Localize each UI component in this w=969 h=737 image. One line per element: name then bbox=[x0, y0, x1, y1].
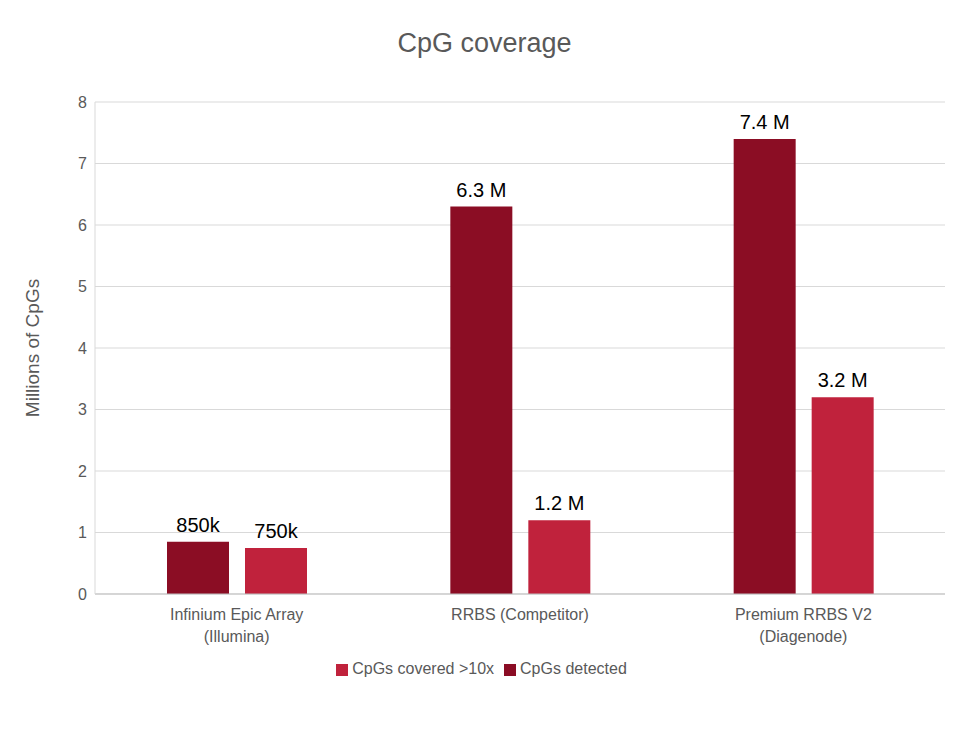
svg-text:1.2 M: 1.2 M bbox=[534, 492, 584, 514]
svg-text:7: 7 bbox=[78, 155, 87, 172]
svg-text:RRBS (Competitor): RRBS (Competitor) bbox=[451, 606, 589, 623]
html-text:CpG coverage: CpG coverage bbox=[397, 28, 572, 58]
svg-text:5: 5 bbox=[78, 278, 87, 295]
html-text:CpGs detected: CpGs detected bbox=[520, 660, 627, 677]
svg-text:6.3 M: 6.3 M bbox=[456, 179, 506, 201]
svg-text:Premium RRBS V2(Diagenode): Premium RRBS V2(Diagenode) bbox=[735, 606, 872, 645]
svg-text:2: 2 bbox=[78, 463, 87, 480]
svg-text:1: 1 bbox=[78, 524, 87, 541]
svg-text:Infinium Epic Array(Illumina): Infinium Epic Array(Illumina) bbox=[170, 606, 303, 645]
svg-text:7.4 M: 7.4 M bbox=[740, 111, 790, 133]
svg-text:750k: 750k bbox=[254, 520, 298, 542]
svg-text:3.2 M: 3.2 M bbox=[818, 369, 868, 391]
svg-text:4: 4 bbox=[78, 340, 87, 357]
html-text:CpGs covered >10x: CpGs covered >10x bbox=[352, 660, 495, 677]
svg-text:8: 8 bbox=[78, 94, 87, 111]
svg-text:Millions of CpGs: Millions of CpGs bbox=[22, 279, 43, 417]
svg-text:3: 3 bbox=[78, 401, 87, 418]
svg-text:0: 0 bbox=[78, 586, 87, 603]
svg-text:6: 6 bbox=[78, 217, 87, 234]
svg-text:850k: 850k bbox=[176, 514, 220, 536]
